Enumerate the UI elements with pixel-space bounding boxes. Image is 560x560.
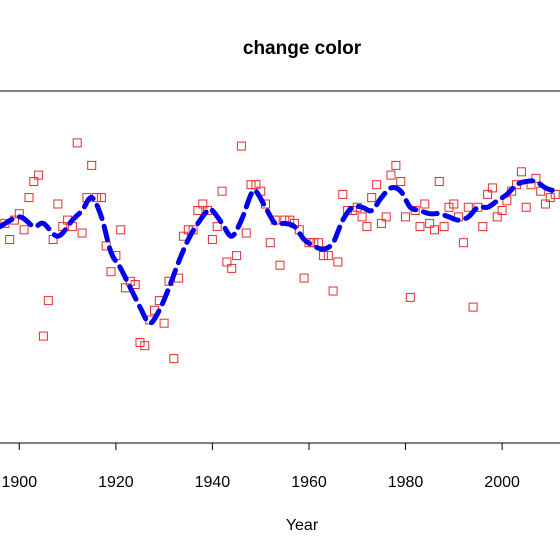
- data-point: [207, 235, 217, 244]
- data-point: [541, 199, 550, 209]
- data-point: [77, 228, 87, 238]
- data-point: [444, 202, 454, 212]
- smooth-layer: [0, 178, 558, 326]
- data-point: [140, 341, 150, 351]
- data-point: [458, 238, 468, 248]
- data-point: [362, 222, 372, 232]
- chart-title: change color: [243, 38, 362, 59]
- data-point: [439, 222, 449, 232]
- x-axis-label: Year: [286, 517, 319, 534]
- data-point: [357, 212, 367, 222]
- data-point: [386, 170, 396, 180]
- data-point: [487, 183, 497, 193]
- data-point: [376, 218, 386, 228]
- data-point: [449, 199, 459, 209]
- data-point: [5, 235, 15, 244]
- data-point: [425, 218, 435, 228]
- data-point: [265, 238, 275, 248]
- data-point: [381, 212, 391, 222]
- data-point: [135, 338, 145, 347]
- data-point: [396, 177, 406, 186]
- data-point: [333, 257, 343, 267]
- data-point: [241, 228, 251, 238]
- data-point: [198, 199, 208, 209]
- data-point: [87, 160, 97, 170]
- data-point: [96, 193, 106, 203]
- data-point: [483, 189, 493, 199]
- data-point: [169, 354, 179, 364]
- plot-frame: [0, 90, 560, 444]
- data-point: [217, 186, 227, 196]
- data-point: [43, 296, 53, 306]
- data-point: [212, 222, 222, 232]
- data-point: [521, 202, 531, 212]
- data-point: [492, 212, 502, 222]
- data-point: [130, 280, 140, 289]
- data-point: [545, 193, 555, 203]
- x-axis: 1900 1920 1940 1960 1980 2000: [2, 443, 520, 491]
- data-point: [246, 180, 256, 190]
- data-point: [314, 238, 324, 248]
- data-point: [420, 199, 430, 209]
- data-point: [497, 206, 507, 215]
- plot-box: [0, 90, 560, 444]
- data-point: [72, 138, 82, 148]
- data-point: [24, 193, 34, 203]
- x-tick-label: 1940: [195, 474, 231, 491]
- data-point: [478, 222, 488, 232]
- data-point: [53, 199, 63, 209]
- data-point: [323, 251, 333, 261]
- data-point: [318, 251, 328, 261]
- data-point: [391, 160, 401, 170]
- data-point: [159, 318, 169, 328]
- data-point: [19, 225, 29, 235]
- data-point: [34, 170, 44, 180]
- data-point: [468, 302, 478, 312]
- data-point: [29, 177, 39, 186]
- data-point: [236, 141, 246, 151]
- data-point: [328, 286, 338, 296]
- data-point: [106, 267, 116, 277]
- data-point: [338, 189, 348, 199]
- data-point: [275, 260, 285, 270]
- smooth-line: [0, 178, 558, 326]
- x-tick-label: 2000: [484, 474, 520, 491]
- data-point: [372, 180, 382, 190]
- data-point: [193, 206, 203, 215]
- data-point: [227, 263, 237, 273]
- x-tick-label: 1900: [2, 474, 38, 491]
- data-point: [38, 331, 48, 341]
- data-point: [367, 193, 377, 203]
- data-point: [463, 202, 473, 212]
- data-point: [415, 222, 425, 232]
- data-point: [405, 292, 415, 302]
- data-point: [251, 180, 261, 190]
- data-point: [299, 273, 309, 283]
- data-point: [516, 167, 526, 177]
- x-tick-label: 1960: [291, 474, 327, 491]
- x-tick-label: 1920: [98, 474, 134, 491]
- data-point: [222, 257, 232, 267]
- data-point: [116, 225, 126, 235]
- data-point: [531, 173, 541, 183]
- data-point: [401, 212, 410, 222]
- data-point: [430, 225, 439, 235]
- x-tick-label: 1980: [388, 474, 424, 491]
- points-layer: [0, 138, 560, 364]
- data-point: [232, 251, 242, 261]
- data-point: [434, 177, 444, 186]
